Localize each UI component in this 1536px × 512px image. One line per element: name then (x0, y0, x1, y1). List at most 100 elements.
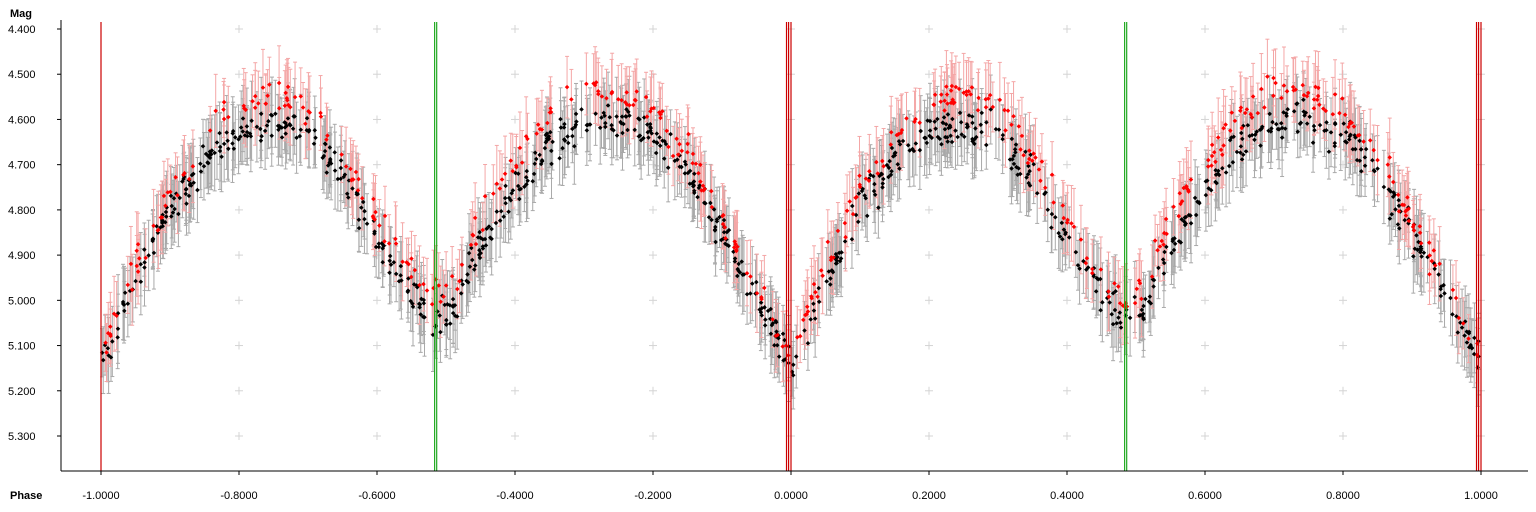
data-point (1326, 149, 1332, 155)
grid-plus (1201, 296, 1209, 305)
data-point (1112, 281, 1117, 286)
data-point (569, 97, 574, 102)
data-point (1460, 321, 1466, 326)
grid-plus (235, 251, 243, 260)
data-point (679, 148, 685, 154)
data-point (265, 93, 270, 99)
data-point (824, 279, 829, 284)
data-point (1311, 123, 1317, 129)
data-point (1323, 108, 1329, 114)
grid-plus (511, 70, 519, 79)
data-point (1403, 209, 1408, 214)
grid-plus (649, 205, 657, 214)
x-tick-label: -0.6000 (358, 490, 395, 502)
grid-plus (1339, 296, 1347, 305)
data-point (979, 110, 985, 116)
grid-plus (649, 251, 657, 260)
data-point (1429, 258, 1435, 264)
data-point (1341, 121, 1347, 126)
data-point (1427, 253, 1432, 258)
data-point (776, 354, 782, 359)
data-point (1417, 230, 1423, 236)
data-point (387, 270, 392, 276)
data-point (1132, 300, 1138, 306)
data-point (1240, 136, 1245, 142)
data-point (1362, 155, 1368, 160)
grid-plus (1339, 386, 1347, 395)
data-point (1172, 241, 1178, 246)
grid-plus (1339, 25, 1347, 33)
data-point (1304, 121, 1310, 126)
data-point (1317, 122, 1323, 128)
grid-plus (1063, 296, 1071, 305)
data-point (1433, 263, 1438, 268)
data-point (1353, 146, 1358, 152)
data-point (1432, 266, 1437, 272)
data-point (758, 300, 764, 305)
data-point (1284, 89, 1290, 94)
data-point (332, 168, 338, 173)
data-point (1227, 137, 1233, 143)
grid-plus (235, 205, 243, 214)
data-point (502, 171, 508, 176)
data-point (1078, 237, 1084, 242)
data-point (1155, 247, 1160, 253)
data-point (1171, 247, 1177, 253)
data-point (1094, 275, 1100, 281)
data-point (1164, 231, 1169, 237)
data-point (1118, 325, 1124, 330)
data-point (1311, 97, 1317, 102)
data-point (1238, 144, 1244, 149)
data-point (1036, 167, 1042, 172)
data-point (984, 142, 989, 148)
data-point (1057, 234, 1063, 239)
data-point (1238, 150, 1243, 155)
data-point (452, 303, 458, 308)
data-point (1179, 217, 1184, 222)
grid-plus (235, 25, 243, 33)
data-point (269, 133, 274, 138)
data-point (1106, 289, 1111, 294)
grid-plus (373, 160, 381, 169)
grid-plus (925, 25, 933, 33)
data-point (835, 254, 840, 260)
data-point (1220, 165, 1225, 171)
grid-plus (1201, 432, 1209, 440)
grid-plus (925, 70, 933, 79)
data-point (1112, 307, 1118, 313)
data-point (318, 110, 323, 116)
data-point (1221, 143, 1226, 148)
data-point (1357, 138, 1362, 144)
data-point (813, 289, 818, 295)
data-point (1176, 213, 1182, 219)
data-point (732, 256, 738, 261)
grid-plus (511, 115, 519, 124)
data-point (1109, 312, 1115, 317)
data-point (1003, 128, 1008, 133)
data-point (408, 274, 414, 280)
data-point (1337, 110, 1342, 116)
data-point (458, 291, 464, 296)
data-point (808, 317, 813, 322)
grid-plus (1063, 25, 1071, 33)
data-point (1405, 195, 1410, 200)
data-point (1005, 108, 1011, 113)
data-point (497, 218, 503, 223)
data-point (1069, 221, 1074, 226)
data-point (1033, 155, 1038, 160)
data-point (1421, 250, 1427, 256)
data-point (1438, 293, 1444, 299)
data-point (339, 152, 344, 157)
data-point (1282, 126, 1288, 131)
grid-plus (925, 341, 933, 350)
data-point (472, 267, 477, 272)
data-point (1389, 212, 1395, 217)
data-point (468, 242, 474, 248)
data-point (1419, 254, 1424, 259)
data-point (499, 177, 505, 182)
data-point (1149, 274, 1155, 279)
y-tick-label: 4.500 (8, 69, 36, 81)
data-point (1332, 121, 1338, 127)
data-point (253, 93, 258, 99)
grid-plus (649, 432, 657, 440)
